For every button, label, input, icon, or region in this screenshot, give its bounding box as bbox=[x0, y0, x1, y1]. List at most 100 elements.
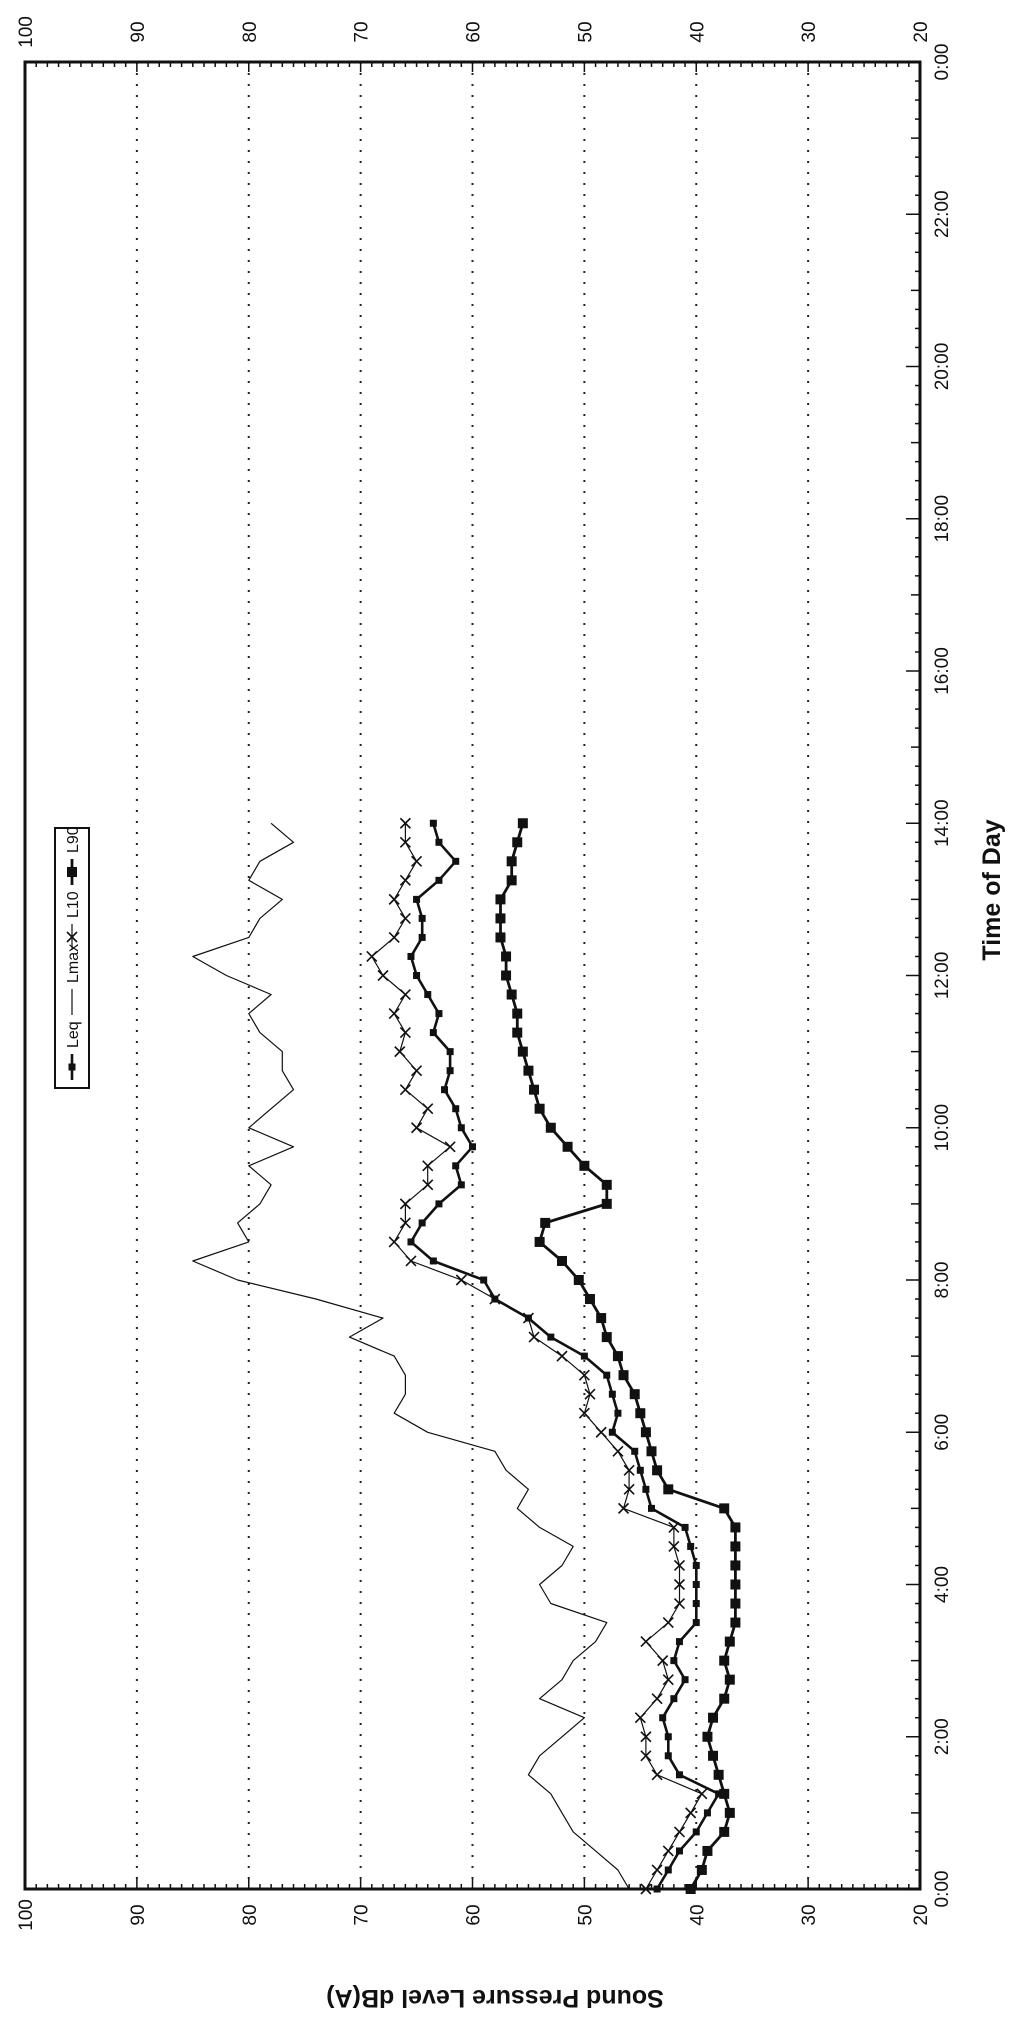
data-point bbox=[584, 1294, 595, 1305]
data-point bbox=[719, 1655, 730, 1666]
data-point bbox=[612, 1445, 624, 1457]
data-point bbox=[595, 1426, 607, 1438]
data-point bbox=[435, 1010, 443, 1018]
data-point bbox=[534, 1236, 545, 1247]
data-point bbox=[429, 1257, 437, 1265]
data-point bbox=[457, 1181, 465, 1189]
data-point bbox=[640, 1427, 651, 1438]
data-point bbox=[662, 1674, 674, 1686]
data-point bbox=[692, 1600, 700, 1608]
data-point bbox=[692, 1581, 700, 1588]
data-point bbox=[724, 1636, 735, 1647]
series-l10 bbox=[366, 817, 708, 1895]
data-point bbox=[687, 1542, 695, 1550]
data-point bbox=[580, 1352, 588, 1360]
data-point bbox=[730, 1579, 741, 1590]
data-point bbox=[651, 1693, 663, 1705]
x-tick-label: 2:00 bbox=[932, 1718, 953, 1755]
y-tick-label: 20 bbox=[911, 1904, 932, 1925]
data-point bbox=[506, 875, 517, 886]
data-point bbox=[394, 1046, 406, 1058]
y-tick-label: 100 bbox=[16, 1899, 37, 1931]
data-point bbox=[495, 894, 506, 905]
y-tick-label: 90 bbox=[128, 21, 149, 42]
x-tick-label: 12:00 bbox=[932, 952, 953, 1000]
data-point bbox=[685, 1884, 696, 1894]
data-point bbox=[399, 912, 411, 924]
data-point bbox=[399, 1084, 411, 1096]
data-point bbox=[662, 1845, 674, 1857]
data-point bbox=[708, 1750, 719, 1761]
data-point bbox=[418, 933, 426, 941]
data-point bbox=[612, 1351, 623, 1362]
legend-item-lmax: Lmax bbox=[65, 944, 82, 1015]
data-point bbox=[441, 1086, 449, 1094]
data-point bbox=[670, 1657, 678, 1665]
data-point bbox=[399, 874, 411, 886]
y-tick-label: 50 bbox=[575, 21, 596, 42]
data-point bbox=[708, 1712, 719, 1723]
data-point bbox=[702, 1845, 713, 1856]
data-point bbox=[603, 1371, 611, 1379]
data-point bbox=[418, 1219, 426, 1227]
data-point bbox=[556, 1350, 568, 1362]
data-point bbox=[413, 972, 421, 979]
data-point bbox=[730, 1598, 741, 1609]
data-point bbox=[664, 1866, 672, 1874]
data-point bbox=[614, 1409, 622, 1417]
data-point bbox=[422, 1160, 434, 1172]
data-point bbox=[410, 1065, 423, 1077]
data-point bbox=[730, 1617, 741, 1628]
data-point bbox=[407, 952, 415, 960]
data-point bbox=[523, 1065, 534, 1076]
series-line bbox=[192, 822, 630, 1890]
data-point bbox=[399, 1198, 411, 1210]
data-point bbox=[664, 1752, 672, 1760]
data-point bbox=[366, 950, 378, 963]
data-point bbox=[623, 1483, 635, 1495]
data-point bbox=[642, 1485, 650, 1493]
data-point bbox=[617, 1502, 630, 1514]
data-point bbox=[529, 1084, 540, 1095]
data-point bbox=[608, 1428, 616, 1436]
data-point bbox=[429, 1029, 437, 1037]
x-tick-label: 4:00 bbox=[932, 1566, 953, 1603]
data-point bbox=[579, 1160, 590, 1171]
data-point bbox=[418, 914, 426, 922]
data-point bbox=[489, 1293, 501, 1305]
data-point bbox=[681, 1523, 689, 1531]
data-point bbox=[730, 1522, 741, 1533]
x-tick-label: 10:00 bbox=[932, 1104, 953, 1152]
data-point bbox=[545, 1122, 556, 1133]
data-point bbox=[578, 1407, 590, 1419]
data-point bbox=[652, 1465, 663, 1476]
data-point bbox=[446, 1067, 454, 1075]
data-point bbox=[651, 1864, 663, 1876]
data-point bbox=[562, 1141, 573, 1152]
data-point bbox=[399, 988, 411, 1001]
data-point bbox=[517, 818, 528, 829]
data-point bbox=[446, 1048, 454, 1056]
legend-label: L90 bbox=[65, 826, 82, 853]
data-point bbox=[547, 1333, 555, 1341]
x-tick-label: 16:00 bbox=[932, 647, 953, 695]
data-point bbox=[68, 1063, 76, 1071]
data-point bbox=[724, 1674, 735, 1685]
y-tick-labels-bottom: 20 30 40 50 60 70 80 90 100 bbox=[16, 1899, 932, 1931]
y-tick-label: 60 bbox=[464, 1904, 485, 1925]
data-point bbox=[673, 1578, 686, 1591]
data-point bbox=[377, 969, 389, 982]
data-point bbox=[495, 932, 506, 943]
data-point bbox=[388, 931, 400, 944]
data-point bbox=[715, 1790, 723, 1798]
data-point bbox=[601, 1332, 612, 1343]
data-point bbox=[675, 1847, 683, 1855]
data-point bbox=[455, 1274, 467, 1286]
data-point bbox=[399, 1217, 411, 1229]
data-point bbox=[528, 1331, 540, 1343]
x-tick-label: 6:00 bbox=[932, 1414, 953, 1451]
data-point bbox=[424, 991, 432, 999]
data-point bbox=[407, 1238, 415, 1246]
